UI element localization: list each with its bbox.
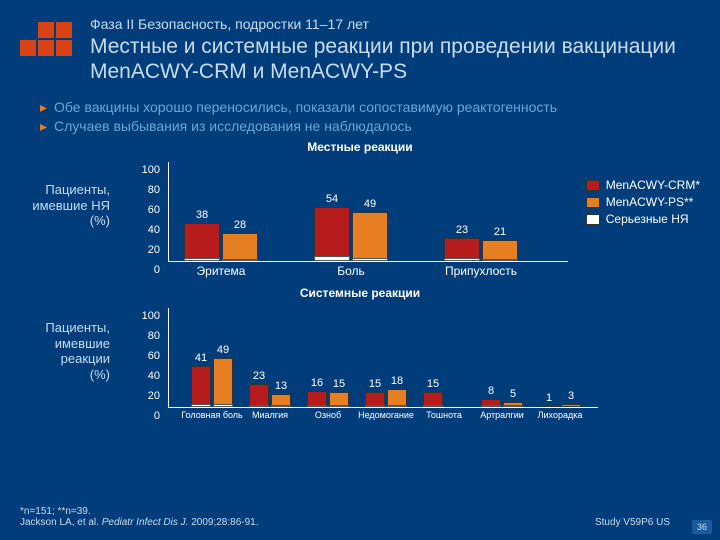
chart1-plot: 3828Эритема5449Боль2321Припухлость [168, 162, 568, 262]
chart2-ylabel: Пациенты,имевшиереакции(%) [20, 320, 110, 382]
x-category: Недомогание [358, 410, 414, 420]
footnote: *n=151; **n=39. [20, 506, 700, 517]
bar-ps [222, 233, 258, 261]
chart1-ylabel: Пациенты,имевшие НЯ(%) [20, 182, 110, 229]
bar-ps [352, 212, 388, 261]
bar-crm [191, 366, 211, 407]
x-category: Эритема [197, 264, 246, 278]
bar-ps [213, 358, 233, 407]
chart-systemic: Системные реакции Пациенты,имевшиереакци… [0, 286, 720, 428]
bar-crm [184, 223, 220, 261]
x-category: Головная боль [181, 410, 242, 420]
bar-ps [482, 240, 518, 261]
x-category: Лихорадка [538, 410, 583, 420]
header: Фаза II Безопасность, подростки 11–17 ле… [0, 0, 720, 92]
x-category: Миалгия [252, 410, 288, 420]
slide-title: Местные и системные реакции при проведен… [90, 34, 700, 84]
bullet-item: Обе вакцины хорошо переносились, показал… [40, 98, 690, 117]
x-category: Артралгии [480, 410, 524, 420]
x-category: Тошнота [426, 410, 462, 420]
slide-subtitle: Фаза II Безопасность, подростки 11–17 ле… [90, 16, 700, 32]
bar-crm [314, 207, 350, 261]
chart-local: Местные реакции Пациенты,имевшие НЯ(%) 0… [0, 140, 720, 272]
x-category: Припухлость [445, 264, 517, 278]
x-category: Озноб [315, 410, 341, 420]
bullet-list: Обе вакцины хорошо переносились, показал… [0, 92, 720, 138]
chart1-title: Местные реакции [160, 140, 560, 154]
study-id: Study V59P6 US [595, 517, 670, 528]
bar-crm [249, 384, 269, 407]
x-category: Боль [337, 264, 365, 278]
bar-crm [539, 405, 559, 407]
chart2-title: Системные реакции [160, 286, 560, 300]
bullet-item: Случаев выбывания из исследования не наб… [40, 117, 690, 136]
slide-number: 36 [692, 520, 712, 534]
chart2-plot: 4149Головная боль2313Миалгия1615Озноб151… [168, 308, 598, 408]
footer: *n=151; **n=39. Jackson LA, et al. Pedia… [20, 506, 700, 528]
bar-ps [561, 404, 581, 407]
